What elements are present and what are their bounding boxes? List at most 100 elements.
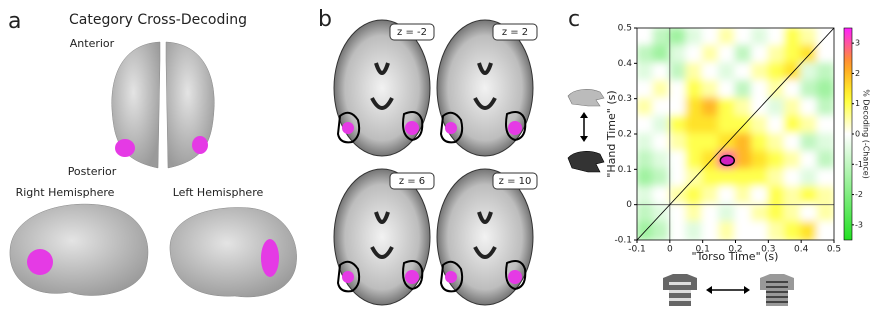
heatmap-cell: [751, 186, 769, 206]
heatmap-cell: [800, 151, 818, 171]
slice-label: z = 6: [399, 176, 425, 187]
heatmap-cell: [685, 186, 703, 206]
slice-label: z = -2: [397, 27, 427, 38]
heatmap-cell: [784, 221, 802, 241]
panel-a: a Category Cross-Decoding Anterior Poste…: [8, 9, 297, 297]
heatmap-cell: [800, 221, 818, 241]
panel-c: c "Hand Time" (s) "Torso Time" (s) % Dec…: [568, 7, 871, 306]
y-tick-label: -0.1: [614, 236, 632, 246]
heatmap-cell: [636, 186, 654, 206]
heatmap-cell: [767, 62, 785, 82]
y-axis-label: "Hand Time" (s): [605, 90, 618, 177]
heatmap-cell: [685, 62, 703, 82]
heatmap-cell: [669, 204, 687, 224]
heatmap-cell: [735, 80, 753, 100]
heatmap-cell: [817, 221, 835, 241]
heatmap-cell: [767, 204, 785, 224]
y-tick-label: 0.1: [618, 165, 632, 175]
heatmap-cell: [702, 168, 720, 188]
heatmap-cell: [685, 80, 703, 100]
heatmap-cell: [652, 45, 670, 65]
heatmap-cell: [817, 115, 835, 135]
heatmap-cell: [735, 168, 753, 188]
x-tick-label: 0.2: [728, 245, 742, 255]
colorbar-tick-label: 1: [855, 99, 860, 108]
heatmap-cell: [751, 221, 769, 241]
heatmap-cell: [636, 168, 654, 188]
heatmap-cell: [652, 151, 670, 171]
colorbar-tick-label: -2: [855, 190, 863, 199]
heatmap-cell: [718, 80, 736, 100]
heatmap-cell: [636, 45, 654, 65]
roi-blob: [508, 121, 522, 135]
heatmap-cell: [702, 204, 720, 224]
roi-blob: [508, 270, 522, 284]
colorbar: [844, 28, 852, 240]
heatmap-cell: [784, 151, 802, 171]
heatmap-cell: [652, 186, 670, 206]
heatmap-cell: [685, 221, 703, 241]
heatmap-cell: [652, 115, 670, 135]
heatmap-cell: [718, 168, 736, 188]
heatmap-cell: [784, 186, 802, 206]
heatmap-cell: [669, 45, 687, 65]
heatmap-cell: [784, 98, 802, 118]
heatmap-cell: [800, 186, 818, 206]
view-label: Posterior: [68, 165, 117, 178]
heatmap-cell: [767, 168, 785, 188]
heatmap-cell: [751, 80, 769, 100]
heatmap-cell: [669, 98, 687, 118]
heatmap-cell: [751, 168, 769, 188]
heatmap-cell: [784, 204, 802, 224]
heatmap-cell: [800, 80, 818, 100]
heatmap-cell: [751, 151, 769, 171]
y-tick-label: 0.3: [618, 94, 632, 104]
heatmap-cell: [718, 98, 736, 118]
roi-blob: [342, 271, 354, 283]
slice-label: z = 2: [502, 27, 528, 38]
heatmap-cell: [702, 186, 720, 206]
roi-blob: [405, 121, 419, 135]
view-label: Left Hemisphere: [173, 186, 264, 199]
heatmap-cell: [718, 204, 736, 224]
x-tick-label: 0.5: [827, 245, 841, 255]
heatmap-cell: [767, 133, 785, 153]
heatmap-cell: [636, 115, 654, 135]
panel-title: Category Cross-Decoding: [69, 12, 247, 28]
heatmap-cell: [636, 80, 654, 100]
heatmap-cell: [767, 186, 785, 206]
heatmap-cell: [718, 62, 736, 82]
hand-icon: [568, 89, 604, 106]
colorbar-tick-label: 0: [855, 130, 860, 139]
panel-label: c: [568, 7, 580, 32]
heatmap-cell: [784, 168, 802, 188]
heatmap-cell: [784, 115, 802, 135]
heatmap-cell: [652, 27, 670, 47]
panel-label: b: [318, 7, 332, 32]
brain-slice: z = 2: [437, 20, 537, 156]
heatmap-cell: [751, 45, 769, 65]
x-tick-label: 0.3: [761, 245, 775, 255]
heatmap-cell: [636, 204, 654, 224]
heatmap-cell: [718, 186, 736, 206]
heatmap-cell: [767, 151, 785, 171]
heatmap-cell: [702, 133, 720, 153]
heatmap-cell: [767, 221, 785, 241]
heatmap-cell: [751, 115, 769, 135]
x-tick-label: 0.1: [696, 245, 710, 255]
heatmap-cell: [735, 98, 753, 118]
heatmap-cell: [817, 151, 835, 171]
brain-top-view: [112, 42, 214, 168]
heatmap-cell: [685, 98, 703, 118]
heatmap-cell: [800, 133, 818, 153]
brain-slice: z = 10: [437, 169, 537, 305]
heatmap-cell: [702, 27, 720, 47]
heatmap-cell: [669, 27, 687, 47]
heatmap-cell: [817, 186, 835, 206]
heatmap-cell: [702, 62, 720, 82]
heatmap-cell: [751, 62, 769, 82]
heatmap: [636, 27, 835, 241]
brain-slice: z = -2: [334, 20, 434, 156]
heatmap-cell: [735, 62, 753, 82]
heatmap-cell: [669, 168, 687, 188]
